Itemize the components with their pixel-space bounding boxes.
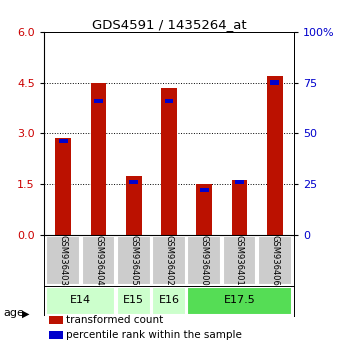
Bar — [267, 76, 283, 235]
Bar — [91, 82, 106, 235]
Bar — [49, 316, 63, 324]
Bar — [232, 180, 247, 235]
Bar — [46, 235, 80, 285]
Bar — [59, 139, 68, 143]
Text: transformed count: transformed count — [67, 315, 164, 325]
Text: E15: E15 — [123, 295, 144, 305]
Bar — [94, 98, 103, 103]
Bar — [165, 98, 173, 103]
Bar — [117, 287, 151, 315]
Text: GSM936405: GSM936405 — [129, 235, 138, 286]
Bar — [187, 287, 292, 315]
Text: ▶: ▶ — [22, 308, 29, 318]
Text: GSM936404: GSM936404 — [94, 235, 103, 286]
Text: E14: E14 — [70, 295, 92, 305]
Text: GSM936403: GSM936403 — [59, 235, 68, 286]
Text: percentile rank within the sample: percentile rank within the sample — [67, 330, 242, 340]
Bar — [196, 184, 212, 235]
Bar — [235, 179, 244, 184]
Bar — [258, 235, 292, 285]
Text: E16: E16 — [159, 295, 179, 305]
Bar — [82, 235, 116, 285]
Bar — [200, 188, 209, 192]
Text: GSM936400: GSM936400 — [200, 235, 209, 286]
Bar — [117, 235, 151, 285]
Text: GSM936406: GSM936406 — [270, 235, 279, 286]
Bar — [49, 331, 63, 339]
Bar — [152, 235, 186, 285]
Title: GDS4591 / 1435264_at: GDS4591 / 1435264_at — [92, 18, 246, 31]
Text: GSM936402: GSM936402 — [165, 235, 173, 286]
Bar — [152, 287, 186, 315]
Text: GSM936401: GSM936401 — [235, 235, 244, 286]
Bar — [55, 138, 71, 235]
Bar — [187, 235, 221, 285]
Bar — [270, 80, 279, 85]
Bar — [126, 176, 142, 235]
Text: E17.5: E17.5 — [223, 295, 255, 305]
Bar — [161, 87, 177, 235]
Bar — [222, 235, 256, 285]
Bar — [46, 287, 116, 315]
Bar — [129, 179, 138, 184]
Text: age: age — [3, 308, 24, 318]
